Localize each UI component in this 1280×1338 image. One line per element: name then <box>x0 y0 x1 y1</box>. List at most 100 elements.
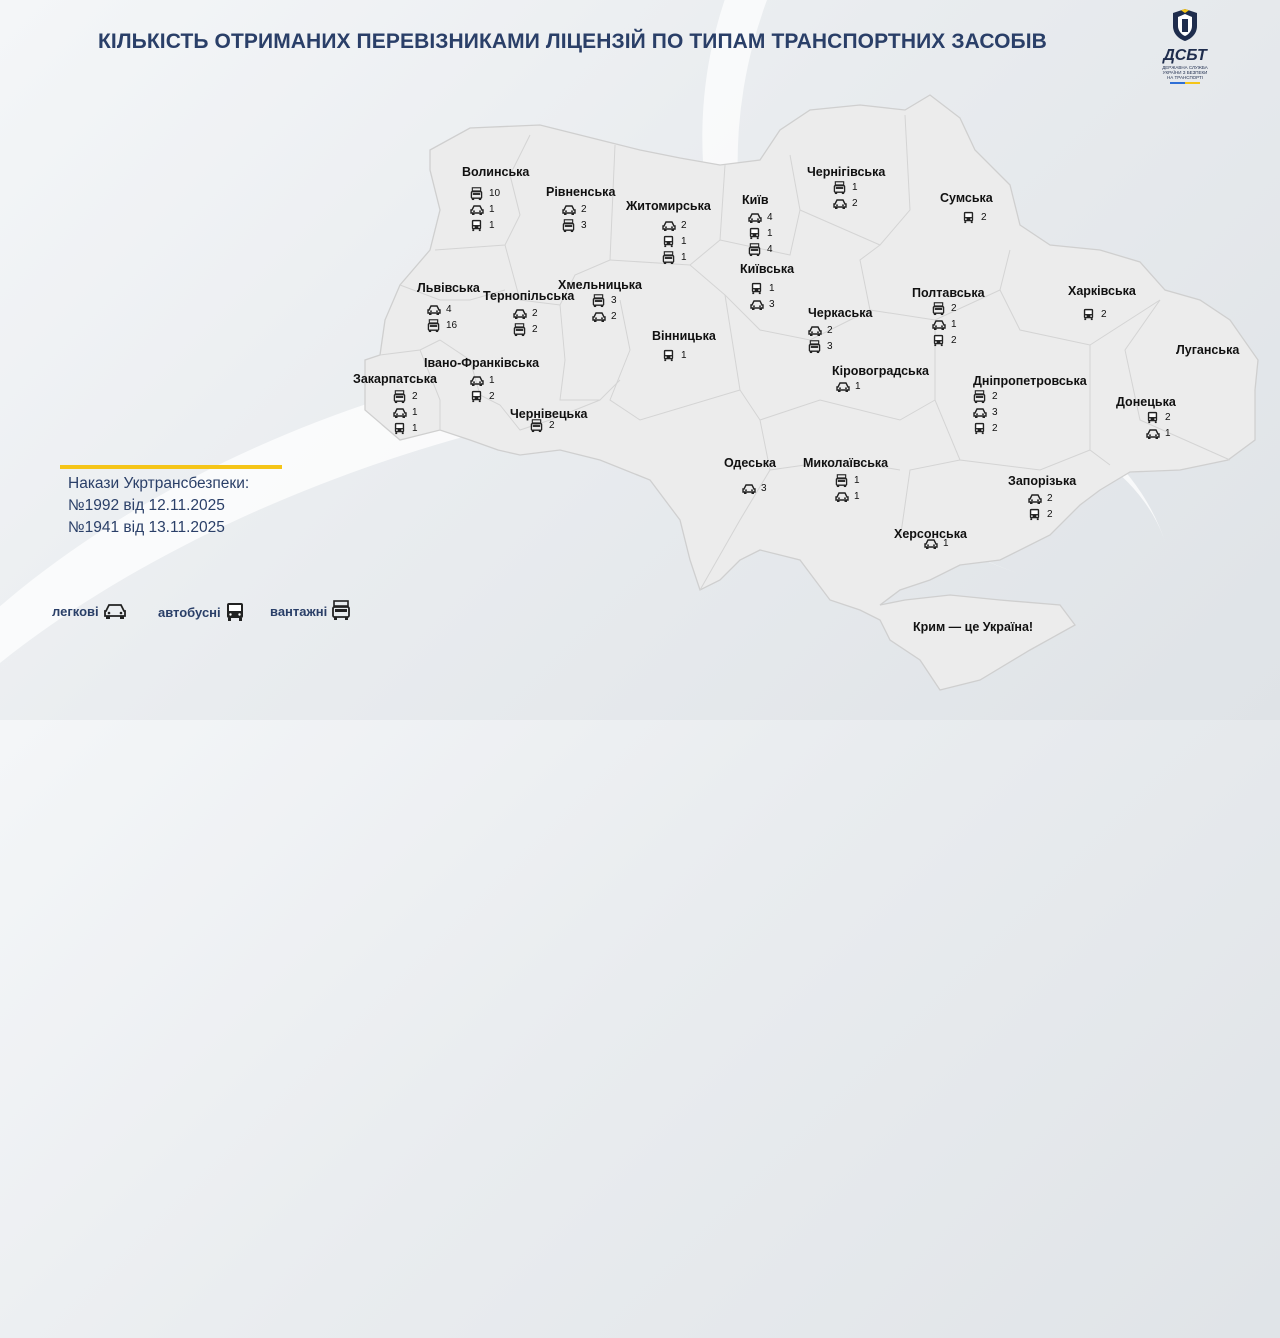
region-chernivtsi: Чернівецька 2 <box>510 407 587 433</box>
license-count: 3 <box>611 294 617 306</box>
truck-icon <box>833 180 847 194</box>
region-poltava: Полтавська 2 1 2 <box>912 286 985 348</box>
license-count: 1 <box>489 219 495 231</box>
license-stats: 2 <box>530 417 587 433</box>
license-count: 2 <box>1165 411 1171 423</box>
license-stats: 3 <box>742 480 776 496</box>
logo-brand: ДСБТ <box>1163 47 1207 64</box>
truck-icon <box>748 242 762 256</box>
region-mykolaiv: Миколаївська 1 1 <box>803 456 888 504</box>
legend-trucks: вантажні <box>270 600 351 622</box>
license-row: 1 <box>1146 425 1176 441</box>
region-volyn: Волинська 10 1 1 <box>462 165 529 233</box>
car-icon <box>924 537 938 550</box>
license-row: 2 <box>470 388 539 404</box>
region-name: Волинська <box>462 165 530 179</box>
region-name: Львівська <box>417 281 480 295</box>
license-row: 2 <box>1028 490 1076 506</box>
license-stats: 1 <box>836 378 929 394</box>
map-outline <box>364 94 1259 691</box>
license-count: 2 <box>992 422 998 434</box>
region-luhansk: Луганська <box>1176 343 1239 357</box>
license-count: 4 <box>446 303 452 315</box>
bus-icon <box>662 235 676 248</box>
region-name: Полтавська <box>912 286 985 300</box>
license-count: 1 <box>769 282 775 294</box>
license-row: 1 <box>470 217 529 233</box>
region-name: Дніпропетровська <box>973 374 1087 388</box>
region-name: Херсонська <box>894 527 967 541</box>
page-title: КІЛЬКІСТЬ ОТРИМАНИХ ПЕРЕВІЗНИКАМИ ЛІЦЕНЗ… <box>98 30 1047 53</box>
bus-icon <box>973 422 987 435</box>
license-stats: 4 16 <box>427 301 480 333</box>
crimea-note: Крим — це Україна! <box>913 620 1034 634</box>
bus-icon <box>1082 308 1096 321</box>
region-name: Рівненська <box>546 185 616 199</box>
license-stats: 1 <box>924 535 967 551</box>
order-line: №1941 від 13.11.2025 <box>68 519 225 536</box>
truck-icon <box>562 218 576 232</box>
license-row: 2 <box>932 300 985 316</box>
bus-icon <box>748 227 762 240</box>
license-row: 2 <box>662 217 711 233</box>
license-stats: 4 1 4 <box>748 209 773 257</box>
license-row: 10 <box>470 185 529 201</box>
car-icon <box>470 374 484 387</box>
license-count: 2 <box>532 323 538 335</box>
license-count: 2 <box>951 334 957 346</box>
region-name: Житомирська <box>626 199 711 213</box>
region-ivano-frankivsk: Івано-Франківська 1 2 <box>424 356 539 404</box>
region-name: Закарпатська <box>353 372 437 386</box>
car-icon <box>742 482 756 495</box>
license-count: 2 <box>581 203 587 215</box>
license-row: 1 <box>662 233 711 249</box>
license-count: 1 <box>412 406 418 418</box>
license-stats: 10 1 1 <box>470 185 529 233</box>
license-count: 1 <box>943 537 949 549</box>
region-cherkasy: Черкаська 2 3 <box>808 306 872 354</box>
car-icon <box>470 203 484 216</box>
region-name: Харківська <box>1068 284 1136 298</box>
license-count: 1 <box>489 203 495 215</box>
license-count: 3 <box>827 340 833 352</box>
orders-accent-bar <box>60 465 282 469</box>
license-count: 1 <box>1165 427 1171 439</box>
license-row: 4 <box>748 209 773 225</box>
license-count: 1 <box>681 349 687 361</box>
logo-subtitle-line: ДЕРЖАВНА СЛУЖБА <box>1162 65 1208 70</box>
region-kharkiv: Харківська 2 <box>1068 284 1136 322</box>
license-count: 1 <box>854 474 860 486</box>
license-row: 3 <box>808 338 872 354</box>
license-count: 1 <box>855 380 861 392</box>
region-name: Івано-Франківська <box>424 356 540 370</box>
license-row: 1 <box>662 249 711 265</box>
region-vinnytsia: Вінницька 1 <box>652 329 716 363</box>
license-row: 1 <box>393 420 437 436</box>
license-count: 2 <box>981 211 987 223</box>
car-icon <box>932 318 946 331</box>
bus-icon <box>932 334 946 347</box>
bus-icon <box>226 603 243 621</box>
car-icon <box>662 219 676 232</box>
license-count: 3 <box>769 298 775 310</box>
region-zhytomyr: Житомирська 2 1 1 <box>626 199 711 265</box>
region-khmelnytskyi: Хмельницька 3 2 <box>558 278 642 324</box>
license-row: 2 <box>973 388 1087 404</box>
license-row: 1 <box>833 179 885 195</box>
truck-icon <box>470 186 484 200</box>
license-row: 2 <box>530 417 587 433</box>
license-row: 4 <box>427 301 480 317</box>
car-icon <box>808 324 822 337</box>
license-stats: 2 3 2 <box>973 388 1087 436</box>
license-row: 2 <box>393 388 437 404</box>
license-stats: 2 1 1 <box>662 217 711 265</box>
region-kyiv-city: Київ 4 1 4 <box>742 193 773 257</box>
truck-icon <box>808 339 822 353</box>
license-stats: 2 1 1 <box>393 388 437 436</box>
legend-buses-label: автобусні <box>158 604 221 620</box>
